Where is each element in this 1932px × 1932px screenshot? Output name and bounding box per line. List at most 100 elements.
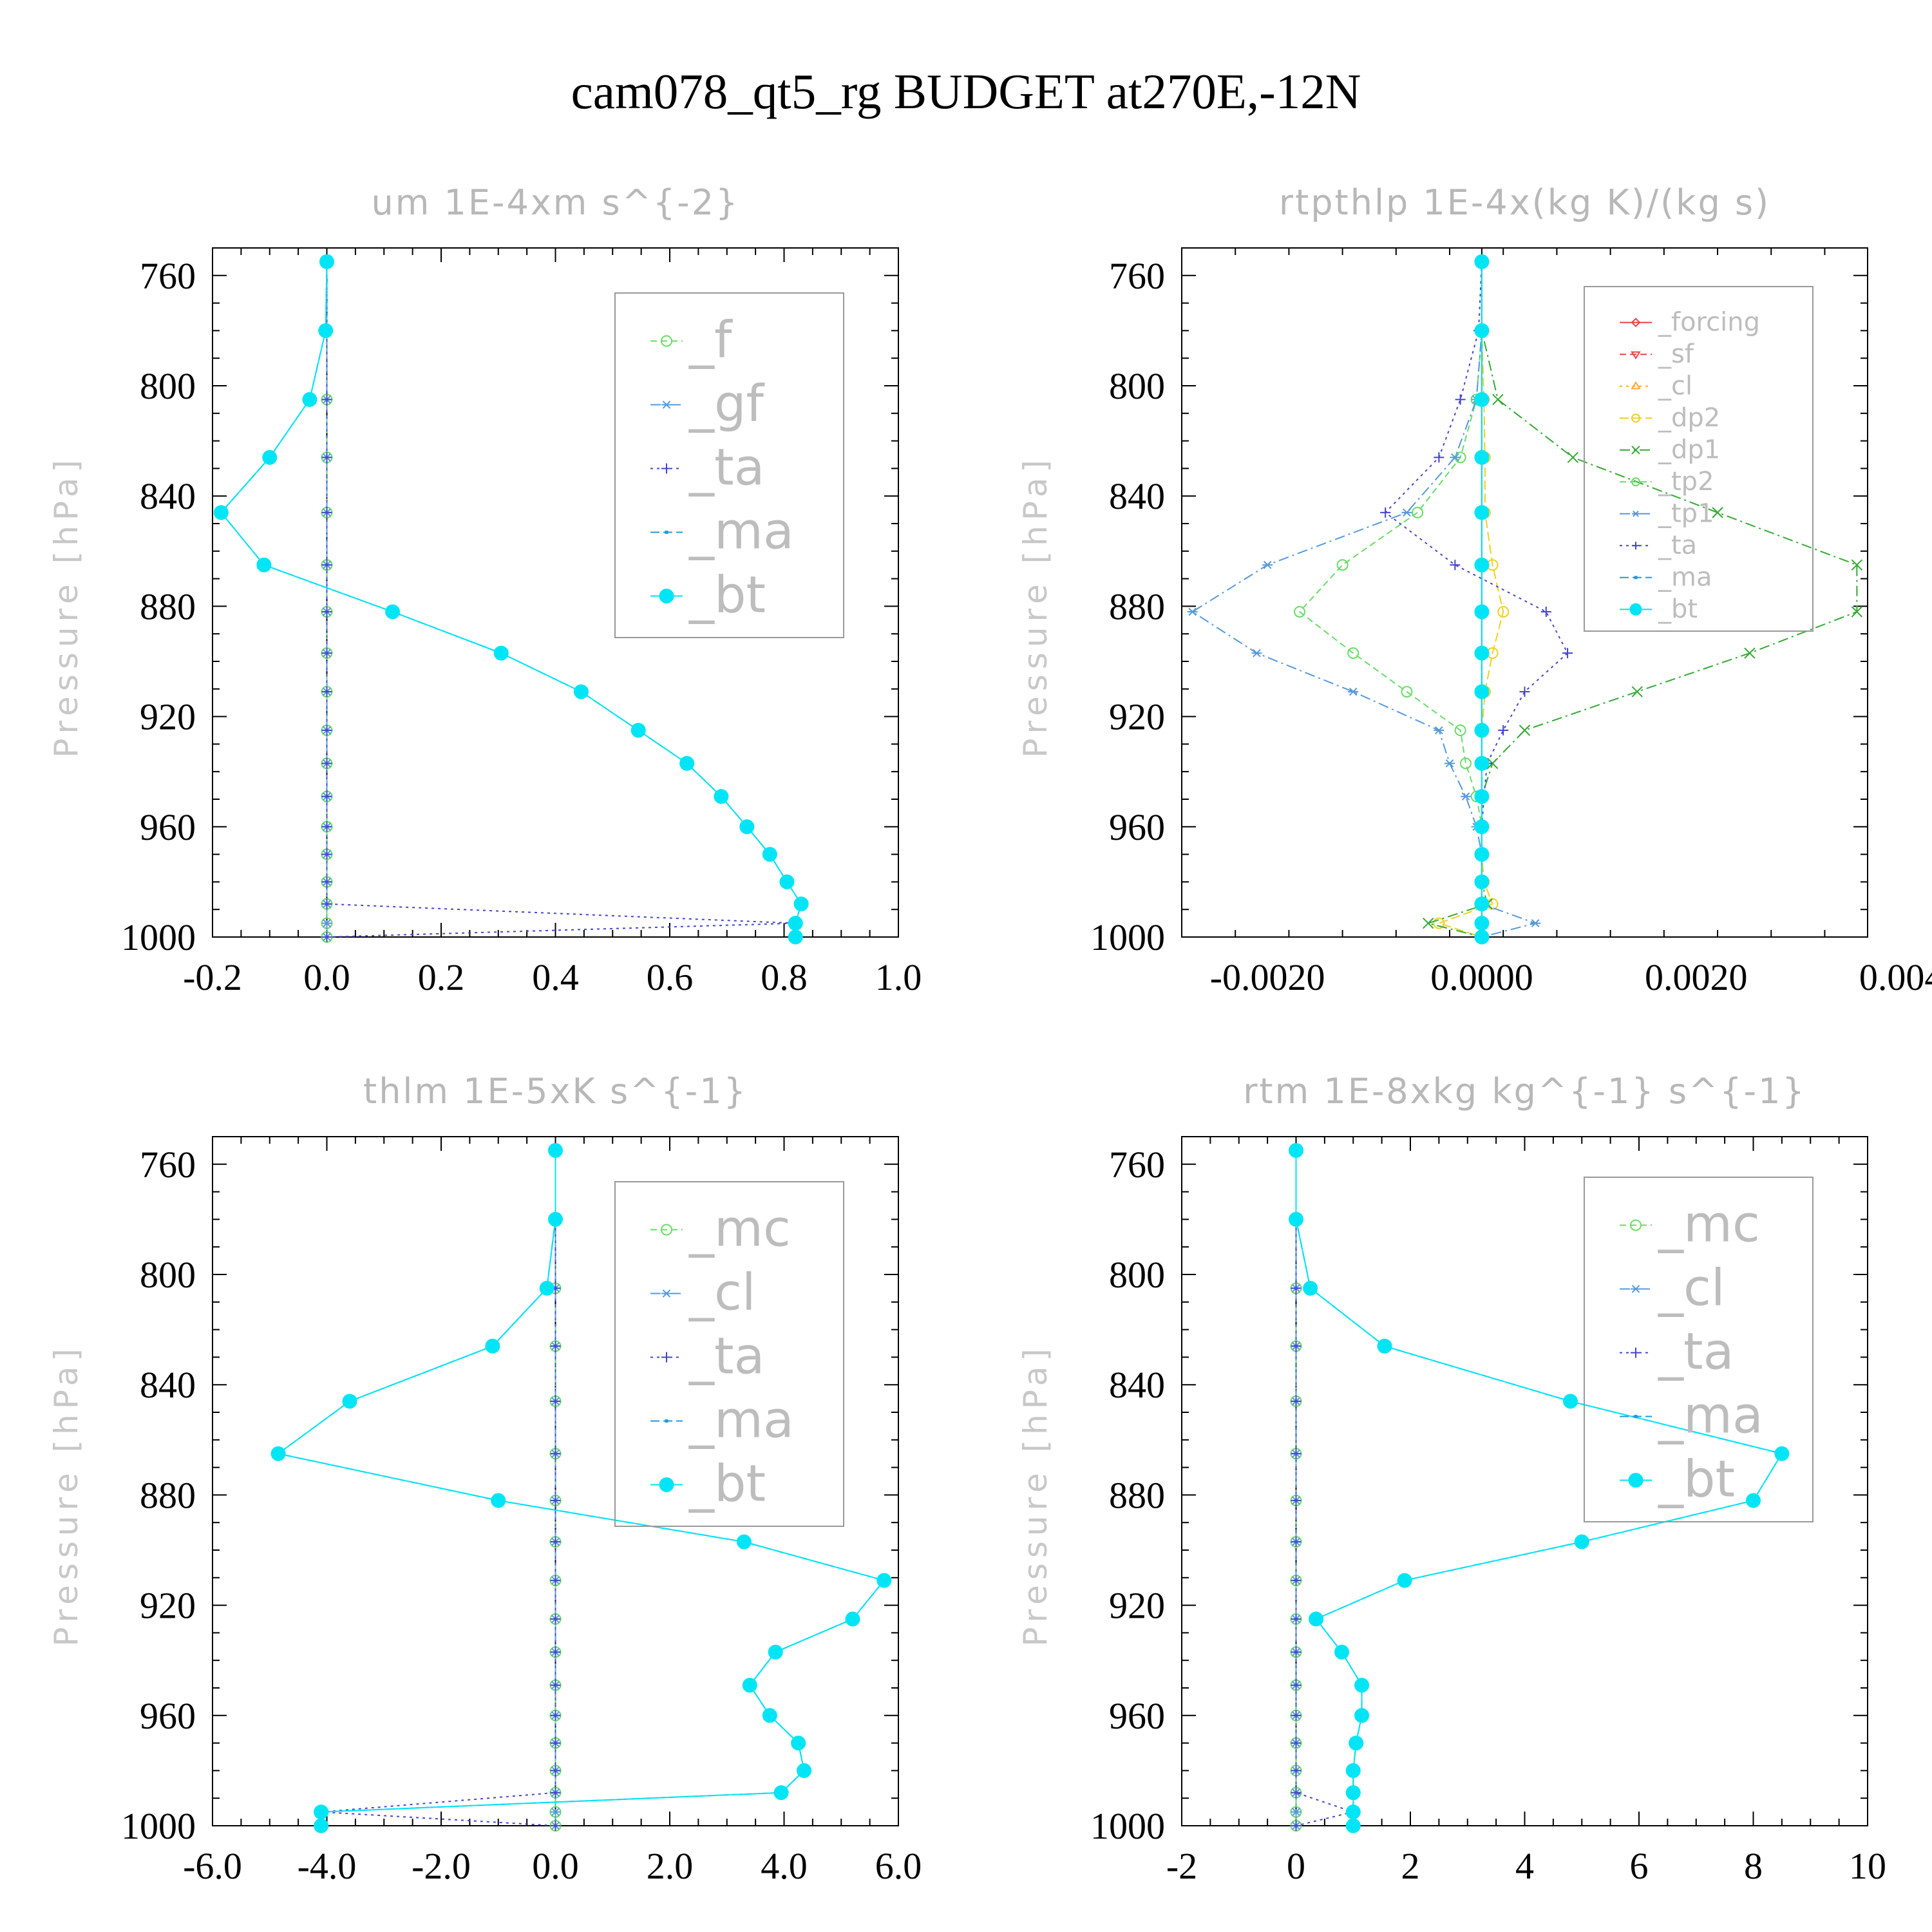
- legend-marker: [1632, 510, 1640, 517]
- data-point: [321, 791, 332, 802]
- legend-marker: [661, 401, 672, 409]
- panel-3: thlm 1E-5xK s^{-1} Pressure [hPa] -6.0 -4.0…: [48, 1071, 922, 1887]
- y-tick-label: 920: [140, 1585, 196, 1627]
- panel-4: rtm 1E-8xkg kg^{-1} s^{-1} Pressure [hPa]…: [1017, 1071, 1886, 1887]
- legend: _mc _cl _ta _ma _bt: [614, 1181, 844, 1527]
- data-point: [1474, 505, 1490, 520]
- panel-title: thlm 1E-5xK s^{-1}: [363, 1071, 748, 1112]
- legend-label: _gf: [688, 375, 765, 433]
- data-point: [1291, 1710, 1302, 1721]
- x-tick-label: -2.0: [412, 1845, 471, 1887]
- series-bt: [1474, 254, 1490, 945]
- legend-label: _bt: [1658, 1450, 1735, 1508]
- y-tick-label: 1000: [1090, 1805, 1165, 1847]
- data-point: [1401, 508, 1412, 517]
- y-tick-label: 760: [140, 255, 196, 297]
- data-point: [1474, 819, 1490, 835]
- legend-item: _ta: [1620, 1323, 1734, 1381]
- legend-marker: [661, 1352, 672, 1363]
- x-tick-label: 0.0040: [1859, 956, 1932, 998]
- legend-item: _ma: [1620, 563, 1712, 592]
- legend-marker: [659, 589, 674, 603]
- data-point: [550, 1821, 561, 1831]
- y-tick-label: 1000: [1090, 916, 1165, 958]
- y-tick-label: 760: [1109, 1144, 1165, 1186]
- data-point: [797, 1763, 812, 1778]
- legend-label: _ta: [1658, 531, 1697, 560]
- series-tp1: [1187, 258, 1541, 942]
- data-point: [845, 1611, 860, 1627]
- data-point: [1460, 792, 1471, 801]
- x-tick-label: -0.0020: [1210, 956, 1325, 998]
- data-point: [1334, 1644, 1349, 1660]
- data-point: [1474, 645, 1490, 661]
- data-point: [1345, 1818, 1361, 1833]
- data-point: [1347, 647, 1359, 659]
- legend: _forcing_sf _cl_dp2_dp1_tp2_tp1_ta _ma_bt: [1584, 286, 1814, 632]
- data-point: [793, 896, 809, 912]
- legend-marker: [665, 531, 668, 534]
- data-point: [1851, 559, 1863, 571]
- legend-marker: [665, 1419, 668, 1423]
- x-tick-label: 4: [1515, 1845, 1534, 1887]
- data-point: [321, 849, 332, 860]
- data-point: [1474, 755, 1490, 771]
- data-point: [550, 1495, 561, 1506]
- panel-1: um 1E-4xm s^{-2} Pressure [hPa] -0.2 0.0 0.2…: [48, 182, 922, 998]
- series-line: [1437, 261, 1504, 938]
- data-point: [1712, 507, 1723, 518]
- y-axis-label: Pressure [hPa]: [1017, 1343, 1054, 1647]
- y-tick-label: 960: [1109, 1695, 1165, 1737]
- data-point: [1474, 723, 1490, 738]
- data-point: [1434, 452, 1444, 463]
- data-point: [1474, 896, 1490, 912]
- legend-label: _ma: [688, 1391, 794, 1449]
- data-point: [491, 1493, 506, 1508]
- data-point: [1291, 1647, 1302, 1658]
- legend-item: _forcing: [1620, 308, 1760, 337]
- panel-2: rtpthlp 1E-4x(kg K)/(kg s) Pressure [hPa]…: [1017, 182, 1932, 998]
- panels: um 1E-4xm s^{-2} Pressure [hPa] -0.2 0.0 0.2…: [48, 182, 1932, 1887]
- x-tick-label: 8: [1744, 1845, 1763, 1887]
- data-point: [1345, 1785, 1361, 1801]
- data-point: [1291, 1575, 1302, 1586]
- series-line: [1298, 261, 1482, 937]
- data-point: [1354, 1708, 1370, 1723]
- data-point: [1291, 1787, 1302, 1798]
- legend-label: _ma: [1658, 563, 1712, 592]
- data-point: [768, 1644, 783, 1660]
- y-tick-label: 880: [140, 1474, 196, 1516]
- panel-title: rtpthlp 1E-4x(kg K)/(kg s): [1279, 182, 1770, 223]
- legend-marker: [1634, 1415, 1638, 1418]
- legend-label: _ma: [688, 502, 794, 560]
- panel-title: rtm 1E-8xkg kg^{-1} s^{-1}: [1243, 1071, 1806, 1112]
- data-point: [1474, 916, 1490, 931]
- x-tick-label: -0.2: [183, 956, 242, 998]
- data-point: [1291, 1396, 1302, 1406]
- data-point: [1498, 725, 1509, 735]
- data-point: [791, 1736, 806, 1751]
- data-point: [1455, 394, 1466, 405]
- x-tick-label: 0.4: [532, 956, 579, 998]
- data-point: [314, 1804, 329, 1820]
- legend-item: _bt: [650, 1455, 766, 1513]
- data-point: [1348, 687, 1359, 696]
- data-point: [773, 1785, 789, 1801]
- y-tick-label: 800: [140, 1254, 196, 1296]
- legend-label: _bt: [688, 1455, 766, 1513]
- y-tick-label: 1000: [121, 916, 196, 958]
- legend-label: _dp1: [1658, 435, 1720, 465]
- data-point: [1474, 254, 1490, 269]
- data-point: [1540, 606, 1551, 617]
- data-point: [1486, 757, 1499, 770]
- x-tick-label: 1.0: [875, 956, 922, 998]
- data-point: [342, 1394, 357, 1409]
- data-point: [1474, 874, 1490, 889]
- legend: _mc _cl _ta _ma _bt: [1584, 1177, 1814, 1522]
- data-point: [1492, 393, 1504, 406]
- data-point: [779, 874, 795, 889]
- x-tick-label: 0.8: [761, 956, 808, 998]
- data-point: [302, 392, 317, 407]
- data-point: [1433, 917, 1445, 929]
- y-axis-label: Pressure [hPa]: [48, 455, 85, 758]
